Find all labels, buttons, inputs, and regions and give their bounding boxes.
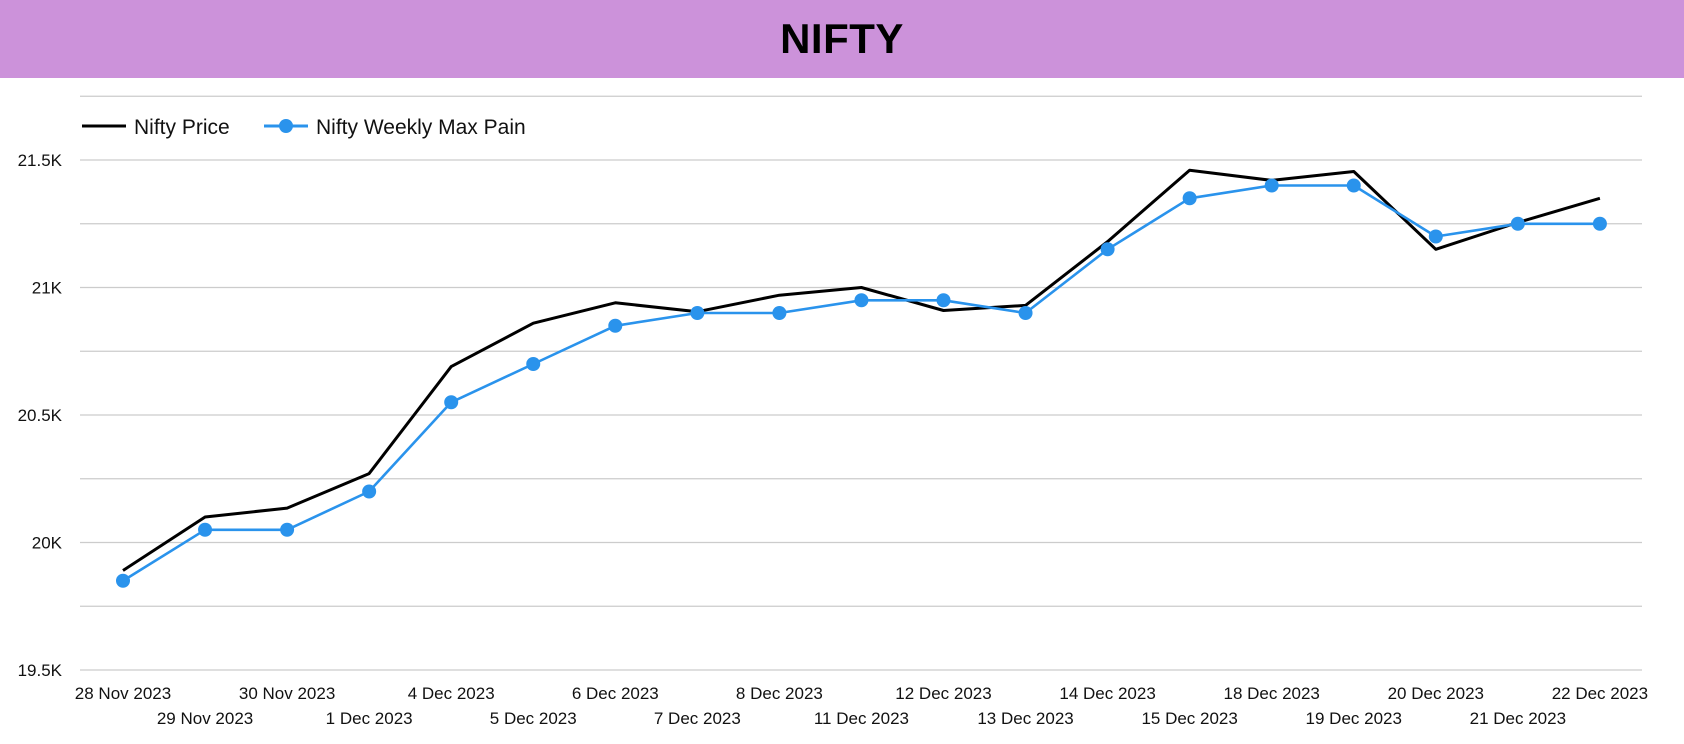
y-tick-label: 19.5K bbox=[18, 661, 63, 680]
legend: Nifty Price Nifty Weekly Max Pain bbox=[82, 116, 526, 139]
x-tick-label: 6 Dec 2023 bbox=[572, 684, 659, 703]
x-tick-label: 7 Dec 2023 bbox=[654, 709, 741, 728]
x-tick-label: 12 Dec 2023 bbox=[895, 684, 991, 703]
series-line-nifty-price bbox=[122, 168, 1601, 572]
grid-lines bbox=[80, 95, 1642, 671]
y-axis-ticks: 19.5K 20K 20.5K 21K 21.5K bbox=[18, 151, 63, 680]
x-tick-label: 15 Dec 2023 bbox=[1141, 709, 1237, 728]
data-point[interactable] bbox=[198, 522, 213, 537]
x-tick-label: 8 Dec 2023 bbox=[736, 684, 823, 703]
x-tick-label: 28 Nov 2023 bbox=[75, 684, 171, 703]
data-point[interactable] bbox=[772, 306, 787, 320]
x-tick-label: 22 Dec 2023 bbox=[1552, 684, 1648, 703]
data-point[interactable] bbox=[1592, 216, 1607, 231]
data-point[interactable] bbox=[362, 484, 377, 499]
legend-label: Nifty Price bbox=[134, 116, 230, 139]
x-tick-label: 14 Dec 2023 bbox=[1059, 684, 1155, 703]
data-point[interactable] bbox=[280, 522, 295, 537]
data-point[interactable] bbox=[690, 306, 705, 320]
x-axis-ticks: 28 Nov 2023 29 Nov 2023 30 Nov 2023 1 Dec 2… bbox=[75, 684, 1648, 728]
series-line-max-pain bbox=[122, 184, 1600, 582]
x-tick-label: 30 Nov 2023 bbox=[239, 684, 335, 703]
x-tick-label: 11 Dec 2023 bbox=[814, 709, 909, 728]
data-point[interactable] bbox=[1018, 306, 1033, 320]
data-point[interactable] bbox=[116, 573, 130, 588]
data-point[interactable] bbox=[1428, 229, 1443, 244]
x-tick-label: 13 Dec 2023 bbox=[977, 709, 1073, 728]
y-tick-label: 20.5K bbox=[18, 406, 63, 425]
x-tick-label: 18 Dec 2023 bbox=[1223, 684, 1319, 703]
data-point[interactable] bbox=[1510, 216, 1525, 231]
x-tick-label: 21 Dec 2023 bbox=[1470, 709, 1566, 728]
title-bar: NIFTY bbox=[0, 0, 1684, 78]
x-tick-label: 5 Dec 2023 bbox=[490, 709, 577, 728]
x-tick-label: 29 Nov 2023 bbox=[157, 709, 253, 728]
data-point[interactable] bbox=[444, 395, 459, 410]
legend-label: Nifty Weekly Max Pain bbox=[316, 116, 526, 139]
data-point[interactable] bbox=[854, 293, 869, 308]
page-title: NIFTY bbox=[780, 15, 904, 62]
data-point[interactable] bbox=[936, 293, 951, 308]
x-tick-label: 20 Dec 2023 bbox=[1388, 684, 1484, 703]
data-point[interactable] bbox=[1264, 178, 1279, 193]
y-tick-label: 20K bbox=[32, 534, 63, 553]
series-group bbox=[116, 168, 1607, 588]
data-point[interactable] bbox=[1182, 191, 1197, 206]
legend-marker bbox=[279, 119, 293, 133]
data-point[interactable] bbox=[608, 318, 623, 333]
x-tick-label: 1 Dec 2023 bbox=[326, 709, 413, 728]
y-tick-label: 21K bbox=[32, 279, 63, 298]
data-point[interactable] bbox=[1100, 242, 1115, 257]
data-point[interactable] bbox=[1346, 178, 1361, 193]
x-tick-label: 4 Dec 2023 bbox=[408, 684, 495, 703]
x-tick-label: 19 Dec 2023 bbox=[1306, 709, 1402, 728]
y-tick-label: 21.5K bbox=[18, 151, 63, 170]
data-point[interactable] bbox=[526, 357, 541, 371]
